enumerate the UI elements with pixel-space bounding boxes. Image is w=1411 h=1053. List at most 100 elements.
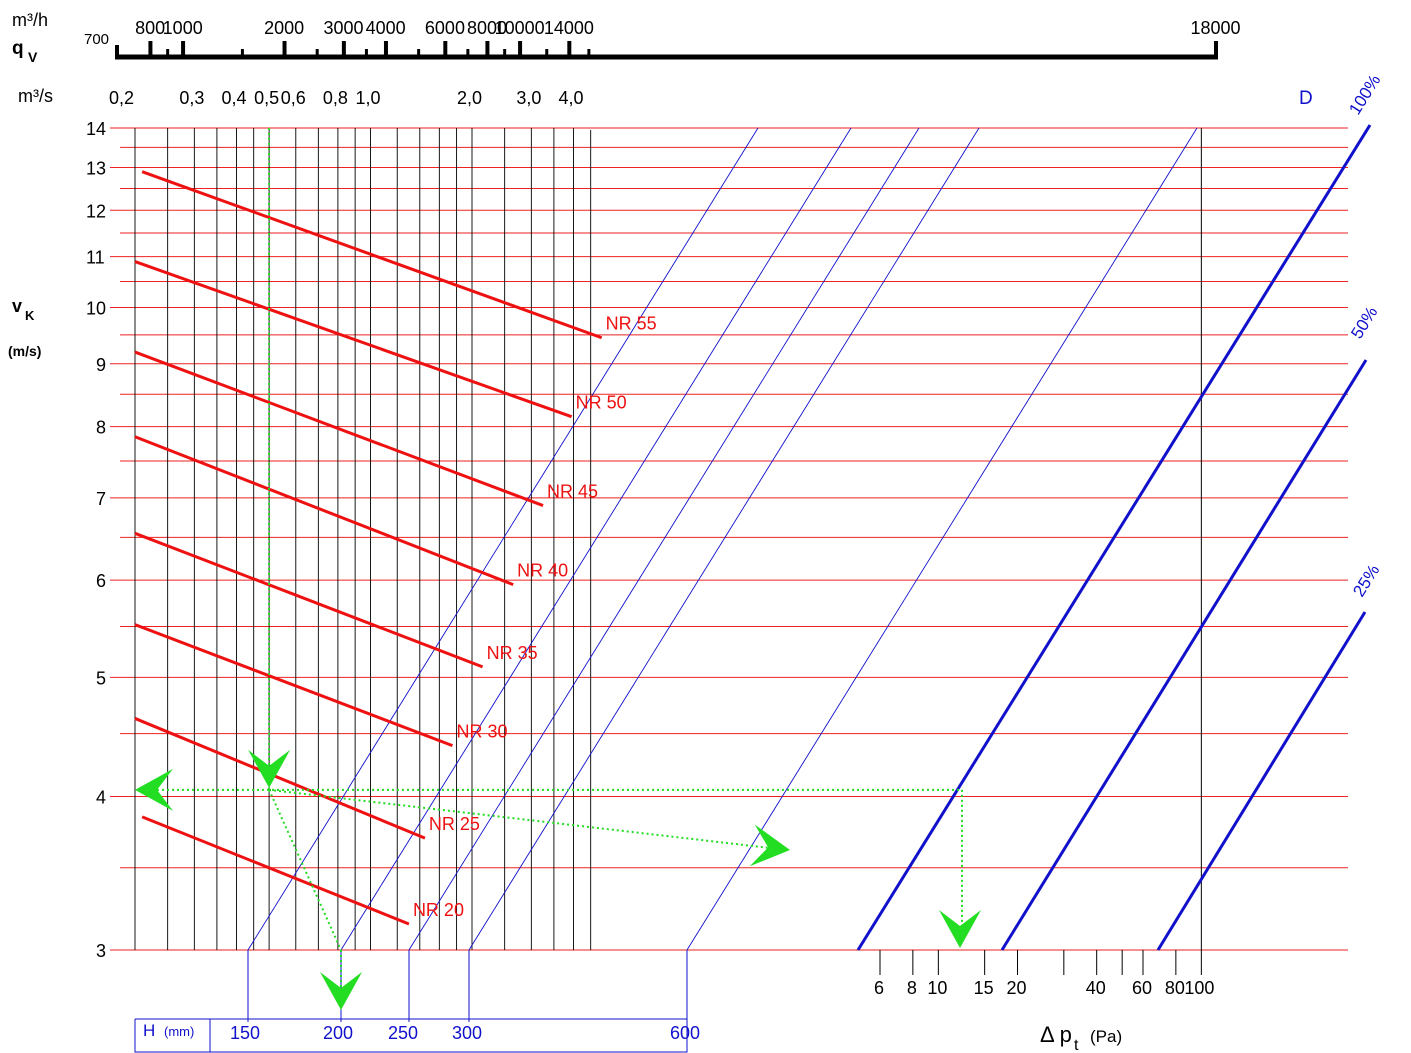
- damper-line-label: 50%: [1347, 303, 1381, 342]
- d-scale-label: D: [1299, 88, 1313, 109]
- dp-label: Δ p: [1040, 1022, 1072, 1047]
- height-line: [468, 127, 980, 951]
- m3s-tick-label: 1,0: [356, 88, 381, 108]
- velocity-tick-label: 12: [86, 201, 106, 221]
- vk-unit: (m/s): [8, 343, 41, 359]
- h-scale-tick-label: 250: [388, 1023, 418, 1043]
- velocity-tick-label: 4: [96, 787, 106, 807]
- damper-line: [856, 124, 1372, 951]
- m3s-tick-label: 4,0: [558, 88, 583, 108]
- example-arrow-height: [320, 972, 362, 1010]
- velocity-tick-label: 9: [96, 355, 106, 375]
- nr-line-label: NR 55: [606, 314, 657, 334]
- velocity-tick-label: 5: [96, 668, 106, 688]
- m3s-tick-label: 0,4: [221, 88, 246, 108]
- h-scale-tick-label: 150: [230, 1023, 260, 1043]
- grid: [110, 127, 1348, 951]
- velocity-tick-label: 13: [86, 159, 106, 179]
- nr-line: [134, 623, 453, 748]
- example-arrow-velocity: [135, 768, 173, 811]
- dp-tick-label: 80: [1165, 978, 1185, 998]
- m3s-tick-label: 3,0: [516, 88, 541, 108]
- m3h-tick-label: 6000: [425, 18, 465, 38]
- m3h-tick-label: 2000: [264, 18, 304, 38]
- m3s-tick-label: 0,6: [281, 88, 306, 108]
- nr-line: [134, 350, 544, 507]
- h-scale-tick-label: 200: [323, 1023, 353, 1043]
- nr-line: [134, 260, 573, 419]
- nr-line-label: NR 20: [413, 900, 464, 920]
- nr-line-label: NR 50: [576, 393, 627, 413]
- nr-line-label: NR 40: [517, 561, 568, 581]
- example-path: [135, 128, 981, 1010]
- qv-label: q: [12, 38, 24, 59]
- m3h-tick-label: 4000: [366, 18, 406, 38]
- m3s-tick-label: 2,0: [457, 88, 482, 108]
- damper-line-label: 25%: [1349, 561, 1383, 600]
- nr-line-label: NR 30: [456, 722, 507, 742]
- m3s-tick-label: 0,5: [254, 88, 279, 108]
- m3s-tick-label: 0,2: [109, 88, 134, 108]
- height-line: [247, 127, 759, 951]
- m3h-unit-label: m³/h: [12, 10, 48, 30]
- nr-line: [141, 815, 410, 926]
- velocity-tick-label: 10: [86, 299, 106, 319]
- h-scale-unit: (mm): [164, 1024, 194, 1039]
- dp-tick-label: 8: [907, 978, 917, 998]
- example-nr-path: [268, 788, 771, 849]
- height-line: [408, 127, 920, 951]
- damper-line: [1000, 359, 1368, 951]
- m3s-tick-label: 0,8: [323, 88, 348, 108]
- axes: 3 4 5 6 7 8 9 10 11 12 13 140,2 0,3 0,4 0,5 0,6 0,8 1,0 2,…: [84, 18, 1241, 998]
- m3s-tick-label: 0,3: [179, 88, 204, 108]
- height-line: [340, 127, 852, 951]
- example-arrow-flow: [248, 749, 291, 788]
- dp-tick-label: 10: [927, 978, 947, 998]
- m3h-tick-label: 800: [135, 18, 165, 38]
- h-scale-label: H: [143, 1021, 155, 1040]
- m3h-tick-label: 18000: [1191, 18, 1241, 38]
- m3h-tick-label: 3000: [323, 18, 363, 38]
- height-line: [686, 127, 1198, 951]
- dp-tick-label: 100: [1184, 978, 1214, 998]
- m3h-tick-label: 700: [84, 31, 109, 48]
- nr-line: [134, 435, 514, 586]
- qv-subscript: V: [28, 49, 38, 65]
- m3h-tick-label: 8000: [467, 18, 507, 38]
- velocity-tick-label: 6: [96, 571, 106, 591]
- m3h-tick-label: 1000: [163, 18, 203, 38]
- example-arrow-dp: [939, 910, 981, 948]
- velocity-tick-label: 14: [86, 119, 106, 139]
- nr-line: [141, 170, 603, 340]
- dp-subscript: t: [1074, 1037, 1079, 1053]
- h-scale-tick-label: 300: [452, 1023, 482, 1043]
- nr-line-label: NR 35: [487, 643, 538, 663]
- dp-tick-label: 15: [974, 978, 994, 998]
- example-arrow-nr: [749, 824, 790, 867]
- m3h-tick-label: 14000: [544, 18, 594, 38]
- vk-subscript: K: [25, 308, 35, 323]
- damper-line-label: 100%: [1345, 71, 1384, 118]
- h-scale-tick-label: 600: [670, 1023, 700, 1043]
- vk-label: v: [12, 296, 22, 316]
- m3s-unit-label: m³/s: [18, 86, 53, 106]
- velocity-tick-label: 11: [86, 248, 105, 268]
- nr-line: [134, 531, 484, 669]
- h-scale-box: [134, 1019, 688, 1053]
- dp-tick-label: 40: [1086, 978, 1106, 998]
- velocity-tick-label: 7: [96, 489, 106, 509]
- nr-line-label: NR 45: [547, 482, 598, 502]
- m3h-tick-label: 10000: [495, 18, 545, 38]
- nr-line-label: NR 25: [429, 814, 480, 834]
- velocity-tick-label: 3: [96, 941, 106, 961]
- dp-tick-label: 20: [1007, 978, 1027, 998]
- nr-line: [134, 717, 426, 840]
- dp-tick-label: 6: [874, 978, 884, 998]
- example-height-path: [268, 789, 342, 951]
- velocity-tick-label: 8: [96, 418, 106, 438]
- damper-line: [1156, 611, 1367, 951]
- dp-unit: (Pa): [1090, 1027, 1122, 1046]
- nr-lines: NR 20 NR 25 NR 30 NR 35 NR 40 NR 45 NR 50 NR 55: [134, 170, 657, 926]
- dp-tick-label: 60: [1132, 978, 1152, 998]
